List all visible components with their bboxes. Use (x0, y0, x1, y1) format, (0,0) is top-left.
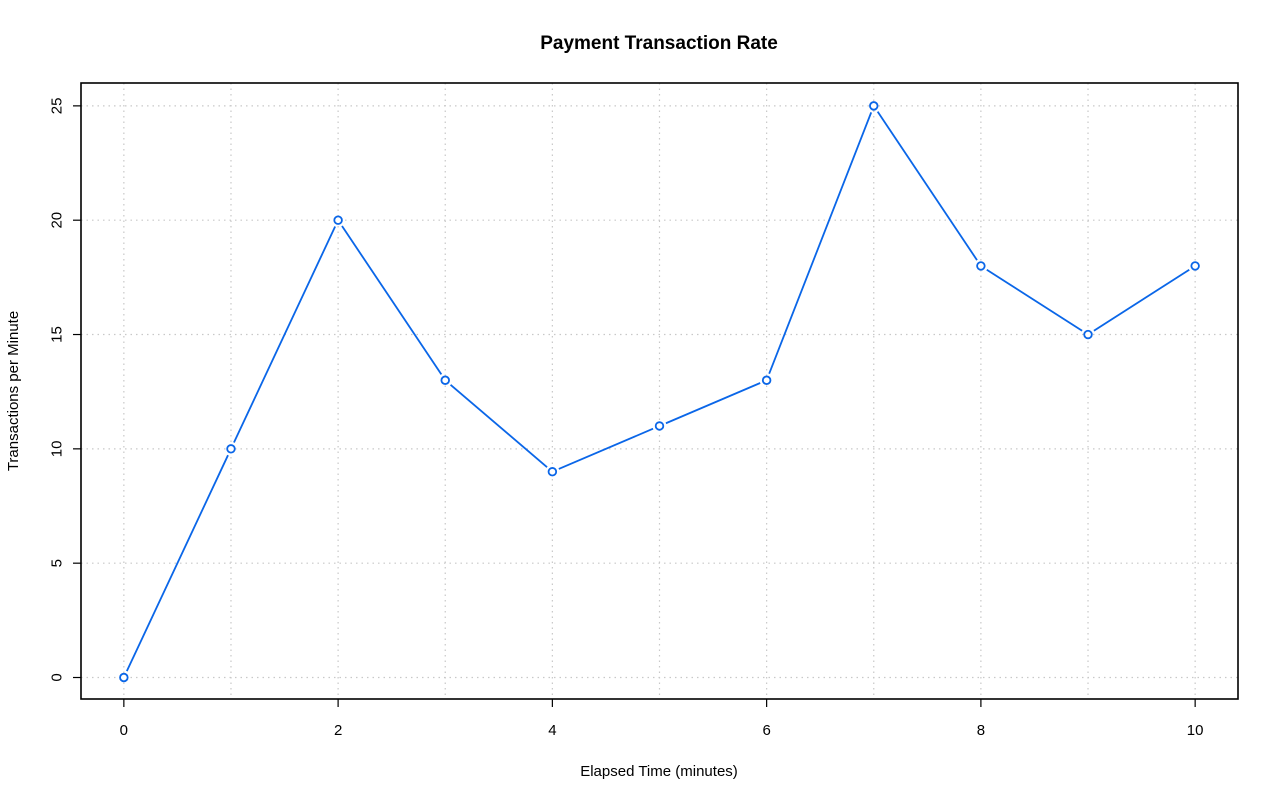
x-tick-label: 10 (1187, 722, 1204, 739)
data-point (440, 375, 450, 385)
y-axis-label: Transactions per Minute (5, 311, 22, 471)
x-tick-label: 6 (762, 722, 770, 739)
series-line-segment (126, 454, 229, 672)
x-tick-label: 8 (977, 722, 985, 739)
series-line-segment (986, 268, 1083, 332)
series-line-segment (558, 427, 654, 470)
x-tick-label: 4 (548, 722, 556, 739)
series-line-segment (449, 384, 548, 468)
series-line-segment (768, 112, 873, 375)
plot-frame (80, 82, 1239, 700)
series-line-segment (233, 226, 336, 443)
data-point (654, 421, 665, 431)
y-tick-label: 20 (49, 212, 66, 229)
y-tick-label: 15 (49, 326, 66, 343)
y-tick-label: 0 (49, 673, 66, 681)
x-axis-label: Elapsed Time (minutes) (580, 763, 738, 780)
series-line-segment (876, 111, 978, 261)
series-line-segment (341, 225, 443, 375)
grid-lines (81, 83, 1238, 699)
x-axis-ticks: 0 2 4 6 8 10 (120, 699, 1204, 739)
data-point (1190, 261, 1200, 271)
x-tick-label: 2 (334, 722, 342, 739)
y-tick-label: 25 (49, 98, 66, 115)
series-line-segment (1093, 268, 1190, 332)
data-point (1083, 329, 1093, 340)
x-tick-label: 0 (120, 722, 128, 739)
y-axis-ticks: 0 5 10 15 20 25 (49, 98, 81, 682)
y-tick-label: 10 (49, 441, 66, 458)
data-point (226, 444, 236, 454)
data-point (761, 375, 772, 385)
y-tick-label: 5 (49, 559, 66, 567)
data-point (119, 672, 129, 683)
data-point (333, 215, 343, 225)
data-series (119, 101, 1200, 683)
data-point (869, 101, 879, 111)
data-point (547, 467, 558, 477)
series-line-segment (665, 382, 761, 425)
chart-title: Payment Transaction Rate (540, 33, 778, 54)
data-point (976, 261, 986, 271)
